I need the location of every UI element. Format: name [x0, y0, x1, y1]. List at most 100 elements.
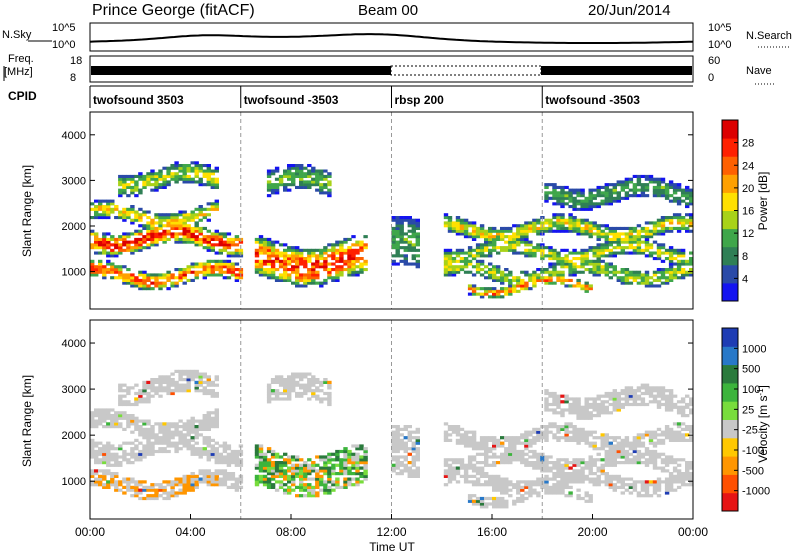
- xtick-label: 04:00: [175, 525, 205, 539]
- heatmap-cell: [274, 257, 280, 261]
- heatmap-cell: [274, 375, 280, 379]
- heatmap-cell: [548, 257, 553, 261]
- heatmap-cell: [540, 226, 545, 230]
- heatmap-cell: [660, 281, 666, 285]
- heatmap-cell: [668, 477, 674, 481]
- heatmap-cell: [644, 281, 650, 285]
- heatmap-cell: [644, 391, 650, 396]
- heatmap-cell: [632, 488, 638, 492]
- heatmap-cell: [118, 183, 123, 187]
- heatmap-cell: [170, 216, 175, 220]
- heatmap-cell: [170, 436, 175, 440]
- heatmap-cell: [130, 221, 135, 225]
- heatmap-cell: [162, 166, 167, 170]
- heatmap-cell: [552, 221, 557, 225]
- heatmap-cell: [214, 474, 219, 478]
- heatmap-cell: [126, 248, 131, 252]
- heatmap-cell: [399, 224, 404, 228]
- heatmap-cell: [443, 265, 449, 269]
- heatmap-cell: [467, 287, 473, 291]
- heatmap-cell: [576, 405, 581, 409]
- heatmap-cell: [182, 488, 187, 492]
- heatmap-cell: [307, 488, 312, 492]
- heatmap-cell: [110, 207, 115, 211]
- heatmap-cell: [592, 477, 597, 481]
- heatmap-cell: [632, 391, 638, 396]
- heatmap-cell: [620, 232, 625, 236]
- heatmap-cell: [262, 466, 268, 470]
- heatmap-cell: [600, 199, 605, 203]
- heatmap-cell: [158, 436, 163, 440]
- heatmap-cell: [202, 452, 207, 456]
- heatmap-cell: [327, 466, 332, 470]
- heatmap-cell: [556, 224, 561, 228]
- heatmap-cell: [656, 494, 662, 498]
- heatmap-cell: [210, 185, 215, 189]
- heatmap-cell: [528, 226, 533, 230]
- heatmap-cell: [403, 248, 408, 252]
- heatmap-cell: [126, 210, 131, 214]
- heatmap-cell: [556, 405, 561, 409]
- heatmap-cell: [508, 483, 513, 487]
- heatmap-cell: [182, 485, 187, 489]
- heatmap-cell: [226, 276, 232, 280]
- heatmap-cell: [186, 383, 191, 387]
- heatmap-cell: [287, 466, 292, 470]
- heatmap-cell: [391, 237, 396, 241]
- heatmap-cell: [222, 262, 228, 266]
- heatmap-cell: [656, 455, 662, 459]
- heatmap-cell: [90, 455, 95, 459]
- heatmap-cell: [323, 455, 328, 459]
- heatmap-cell: [210, 207, 215, 211]
- heatmap-cell: [656, 251, 662, 255]
- heatmap-cell: [138, 224, 143, 228]
- heatmap-cell: [479, 436, 485, 440]
- heatmap-cell: [680, 438, 686, 442]
- heatmap-cell: [492, 483, 497, 487]
- heatmap-cell: [552, 466, 557, 470]
- heatmap-cell: [210, 246, 215, 250]
- heatmap-cell: [198, 237, 203, 241]
- heatmap-cell: [520, 452, 525, 456]
- heatmap-cell: [572, 397, 577, 401]
- heatmap-cell: [170, 389, 175, 393]
- heatmap-cell: [315, 380, 320, 384]
- heatmap-cell: [262, 273, 268, 277]
- heatmap-cell: [475, 262, 481, 266]
- heatmap-cell: [230, 483, 236, 487]
- heatmap-cell: [274, 188, 280, 192]
- heatmap-cell: [94, 411, 99, 415]
- heatmap-cell: [524, 221, 529, 225]
- nsky-tick-bottom: 10^0: [52, 39, 76, 51]
- heatmap-cell: [343, 472, 348, 476]
- heatmap-cell: [568, 472, 573, 476]
- heatmap-cell: [508, 461, 513, 465]
- heatmap-cell: [640, 273, 646, 277]
- heatmap-cell: [118, 463, 123, 467]
- heatmap-cell: [395, 246, 400, 250]
- heatmap-cell: [258, 235, 264, 239]
- heatmap-cell: [572, 248, 577, 252]
- heatmap-cell: [596, 408, 601, 412]
- heatmap-cell: [118, 416, 123, 420]
- heatmap-cell: [122, 281, 127, 285]
- heatmap-cell: [685, 259, 690, 263]
- heatmap-cell: [194, 433, 199, 437]
- heatmap-cell: [689, 436, 694, 440]
- heatmap-cell: [403, 436, 408, 440]
- heatmap-cell: [524, 243, 529, 247]
- heatmap-cell: [307, 276, 312, 280]
- heatmap-cell: [218, 248, 223, 252]
- heatmap-cell: [492, 505, 497, 509]
- heatmap-cell: [656, 221, 662, 225]
- heatmap-cell: [676, 254, 682, 258]
- heatmap-cell: [174, 172, 179, 176]
- heatmap-cell: [202, 375, 207, 379]
- heatmap-cell: [672, 216, 678, 220]
- heatmap-cell: [170, 232, 175, 236]
- heatmap-cell: [198, 472, 203, 476]
- heatmap-cell: [484, 452, 489, 456]
- colorbar-tick-label: 500: [742, 364, 760, 376]
- heatmap-cell: [568, 224, 573, 228]
- heatmap-cell: [560, 466, 565, 470]
